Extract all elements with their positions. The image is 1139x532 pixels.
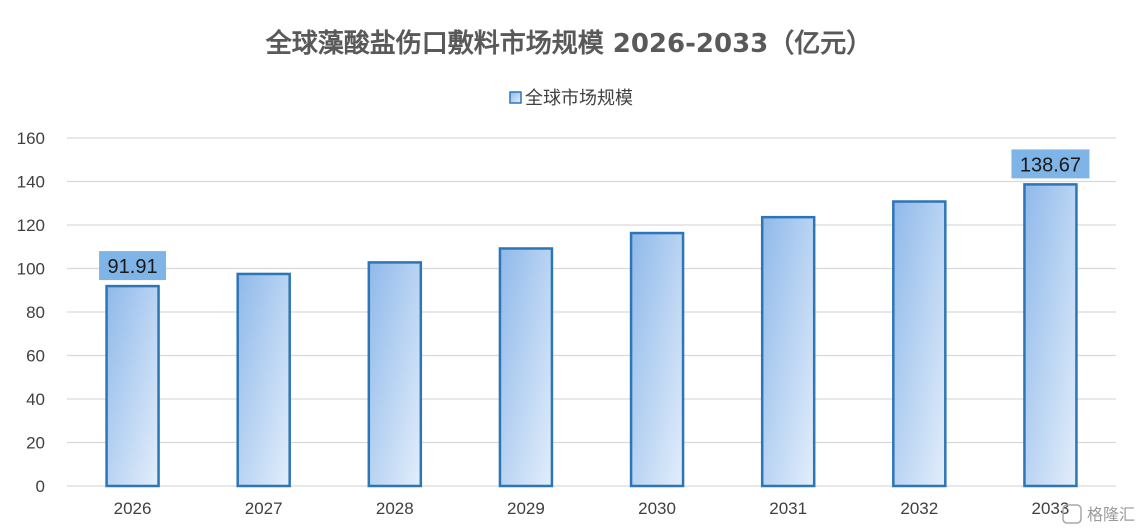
bar (629, 231, 685, 488)
data-label: 138.67 (1011, 149, 1090, 179)
y-tick-label: 160 (17, 129, 45, 148)
legend-swatch (509, 91, 522, 104)
data-label: 91.91 (99, 251, 167, 281)
data-label-text: 138.67 (1020, 154, 1081, 176)
data-label-text: 91.91 (108, 256, 158, 278)
bar (892, 200, 947, 488)
chart-title: 全球藻酸盐伤口敷料市场规模 2026-2033（亿元） (265, 28, 873, 59)
bars (105, 183, 1078, 488)
data-label-box (99, 251, 167, 281)
x-tick-label: 2033 (1032, 499, 1070, 518)
bar (367, 261, 423, 488)
x-tick-label: 2029 (507, 499, 545, 518)
x-tick-label: 2026 (114, 499, 152, 518)
y-tick-label: 120 (17, 216, 45, 235)
x-tick-label: 2028 (376, 499, 414, 518)
y-tick-label: 140 (17, 173, 45, 192)
grid-lines (67, 137, 1116, 487)
y-tick-label: 100 (17, 260, 45, 279)
data-labels: 91.91 138.67 (99, 149, 1090, 281)
x-tick-label: 2030 (638, 499, 676, 518)
watermark-logo-icon (1062, 504, 1082, 524)
x-axis-ticks: 2026 2027 2028 2029 2030 2031 2032 2033 (114, 499, 1070, 518)
y-tick-label: 20 (26, 434, 45, 453)
x-tick-label: 2031 (769, 499, 807, 518)
y-tick-label: 60 (26, 347, 45, 366)
bar (498, 247, 554, 488)
watermark: 格隆汇 (1062, 504, 1135, 524)
y-tick-label: 80 (26, 303, 45, 322)
data-label-box (1011, 149, 1090, 179)
bar (236, 272, 291, 488)
bar (105, 284, 160, 488)
bar (760, 215, 816, 488)
bar (1023, 183, 1078, 488)
x-tick-label: 2027 (245, 499, 283, 518)
y-tick-label: 0 (36, 477, 45, 496)
watermark-text: 格隆汇 (1087, 505, 1135, 524)
legend: 全球市场规模 (509, 88, 633, 109)
y-tick-label: 40 (26, 390, 45, 409)
legend-label: 全球市场规模 (525, 88, 633, 109)
y-axis-ticks: 0 20 40 60 80 100 120 140 160 (17, 129, 45, 496)
x-tick-label: 2032 (900, 499, 938, 518)
